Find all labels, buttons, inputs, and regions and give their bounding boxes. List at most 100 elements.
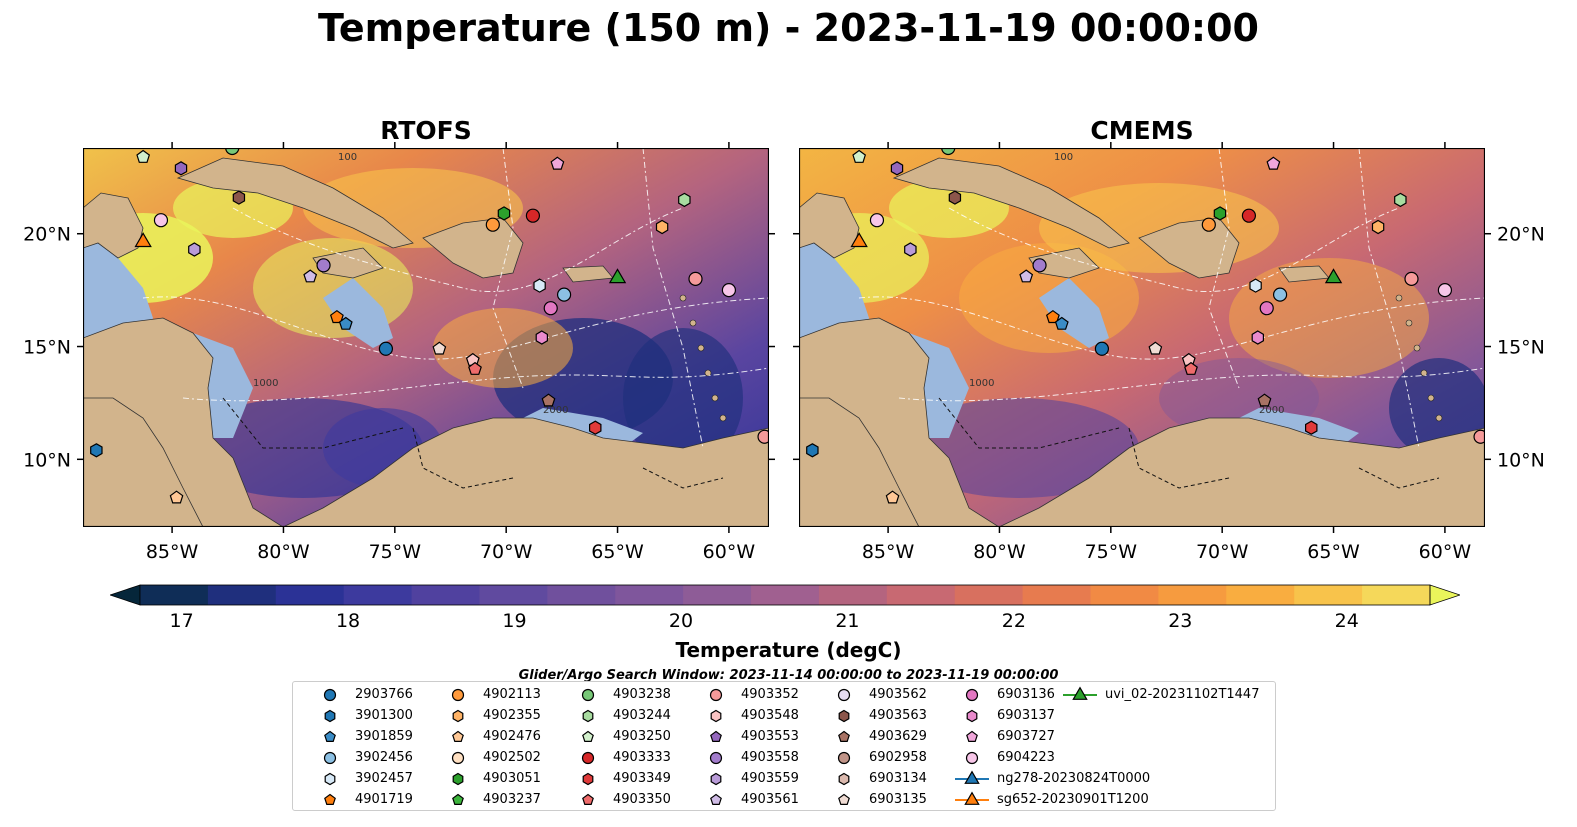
float-marker [1437,283,1453,298]
float-marker [688,271,703,286]
float-marker [890,161,904,176]
colorbar-extend-low [110,584,141,606]
bathymetry-contour-label: 2000 [543,405,568,416]
colorbar-segment [1158,585,1227,605]
shallow-shelf [909,333,969,438]
island [1435,414,1443,422]
legend-item-label: 4903051 [483,771,541,786]
island [1395,294,1403,302]
float-marker [1257,393,1272,407]
legend-item-label: 4903563 [869,708,927,723]
pentagon-marker-icon [966,730,978,742]
eez-boundary [948,207,1400,293]
lat-tick-label: 10°N [23,449,71,471]
float-marker [869,213,885,228]
island [711,394,719,402]
eez-boundary [1358,148,1420,449]
landmass [799,192,860,259]
colorbar-segment [479,585,548,605]
float-marker [1213,206,1227,221]
landmass [83,192,144,259]
legend-item-label: 4903349 [613,771,671,786]
legend-item-label: 6903134 [869,771,927,786]
country-border [938,397,1120,449]
colorbar [110,584,1460,606]
float-marker [535,330,548,345]
circle-marker-icon [709,688,723,702]
float-marker [948,190,962,205]
legend-item-label: 6902958 [869,750,927,765]
colorbar-extend-high [1429,584,1460,606]
legend-item-label: 4903250 [613,729,671,744]
lat-tick-label: 20°N [1497,224,1545,246]
float-marker [550,156,565,170]
glider-marker [850,232,868,248]
legend-item-label: 4903629 [869,729,927,744]
circle-marker-icon [581,688,595,702]
island [719,414,727,422]
colorbar-tick-label: 21 [835,610,860,632]
legend-item-label: 4903244 [613,708,671,723]
glider-track-icon [1063,686,1097,700]
island [1405,319,1413,327]
temperature-eddy [433,308,573,388]
lat-tick-label: 20°N [23,224,71,246]
float-marker [1045,309,1060,324]
legend-item-label: 4903548 [741,708,799,723]
float-marker [1305,420,1318,435]
circle-marker-icon [451,688,465,702]
legend-item-label: 3902457 [355,771,413,786]
pentagon-marker-icon [710,793,722,805]
float-marker [1148,341,1163,355]
landmass [892,157,1130,249]
lat-tick-label: 15°N [1497,337,1545,359]
lon-tick-label: 60°W [703,541,756,563]
float-marker [378,341,394,356]
hexagon-marker-icon [452,772,464,786]
eez-boundary [1208,148,1240,389]
legend-item-label: 4903352 [741,687,799,702]
lon-tick-label: 60°W [1419,541,1472,563]
legend-item-label: sg652-20230901T1200 [997,792,1149,807]
colorbar-segment [1090,585,1159,605]
float-marker [852,149,867,163]
legend-item-label: 4903562 [869,687,927,702]
shallow-shelf [1039,278,1109,348]
circle-marker-icon [451,751,465,765]
glider-track-icon [955,770,989,784]
legend-item-label: 4903350 [613,792,671,807]
circle-marker-icon [965,688,979,702]
float-marker [1473,429,1485,444]
legend-item-label: 3902456 [355,750,413,765]
float-marker [1272,287,1288,302]
island [1427,394,1435,402]
hexagon-marker-icon [966,709,978,723]
float-marker [153,213,169,228]
island [689,319,697,327]
lon-tick-label: 75°W [369,541,422,563]
lon-tick-label: 85°W [146,541,199,563]
float-marker [1394,192,1407,208]
panel-title-cmems: CMEMS [1090,116,1194,145]
float-marker [316,258,331,273]
bathymetry-contour-label: 100 [338,152,357,163]
shallow-shelf [83,243,153,338]
float-marker [1241,208,1257,223]
pentagon-marker-icon [452,730,464,742]
temperature-eddy [623,328,743,468]
legend-item-label: 6903727 [997,729,1055,744]
main-title: Temperature (150 m) - 2023-11-19 00:00:0… [317,6,1259,50]
float-marker [225,148,240,156]
float-marker [232,190,246,205]
float-marker [329,309,344,324]
circle-marker-icon [837,751,851,765]
legend-item-label: 4903237 [483,792,541,807]
float-marker [485,217,500,232]
float-marker [136,149,151,163]
colorbar-tick-label: 22 [1001,610,1026,632]
search-window-caption: Glider/Argo Search Window: 2023-11-14 00… [518,668,1059,683]
float-marker [533,278,546,293]
lon-tick-label: 85°W [862,541,915,563]
legend-item-label: 4903558 [741,750,799,765]
legend-item-label: 4902476 [483,729,541,744]
